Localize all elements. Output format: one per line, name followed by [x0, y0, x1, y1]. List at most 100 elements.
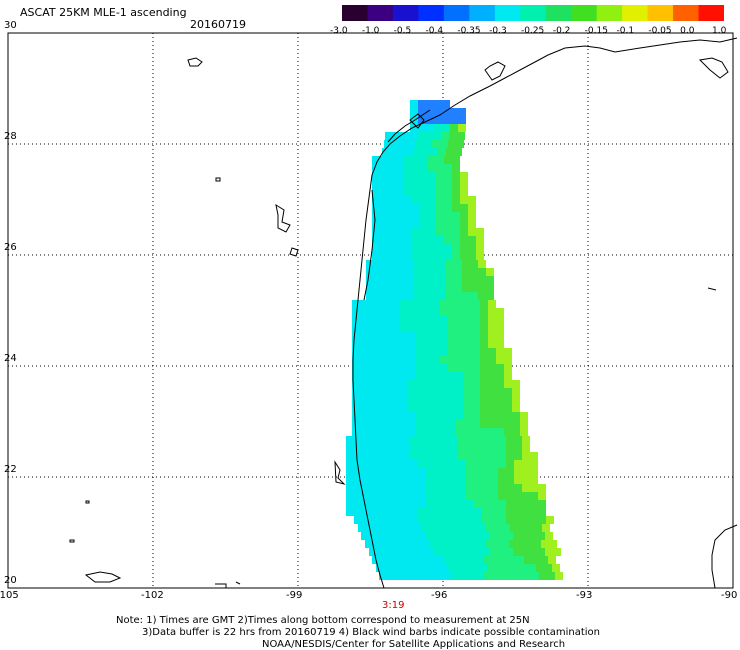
swath-cell — [434, 484, 442, 492]
swath-cell — [464, 308, 472, 316]
swath-cell — [538, 516, 546, 524]
swath-cell — [448, 412, 456, 420]
swath-cell — [472, 316, 480, 324]
swath-cell — [424, 364, 432, 372]
swath-cell — [469, 540, 477, 548]
swath-cell — [444, 244, 452, 252]
swath-cell — [360, 388, 368, 396]
swath-cell — [504, 404, 512, 412]
swath-cell — [438, 268, 446, 276]
swath-cell — [444, 236, 452, 244]
swath-cell — [483, 572, 491, 580]
swath-cell — [514, 500, 522, 508]
swath-cell — [432, 364, 440, 372]
swath-cell — [460, 180, 468, 188]
swath-cell — [408, 564, 416, 572]
swath-cell — [460, 212, 468, 220]
swath-cell — [435, 572, 443, 580]
swath-cell — [496, 372, 504, 380]
coastline-gulf — [352, 37, 738, 589]
swath-cell — [404, 228, 412, 236]
y-tick-label: 30 — [4, 20, 17, 31]
swath-cell — [446, 284, 454, 292]
swath-cell — [352, 412, 360, 420]
swath-cell — [504, 388, 512, 396]
swath-cell — [418, 108, 426, 116]
swath-cell — [488, 404, 496, 412]
swath-cell — [432, 308, 440, 316]
y-tick-label: 20 — [4, 575, 17, 586]
swath-cell — [382, 268, 390, 276]
swath-cell — [394, 476, 402, 484]
swath-cell — [414, 276, 422, 284]
swath-cell — [424, 308, 432, 316]
swath-cell — [488, 412, 496, 420]
swath-cell — [386, 508, 394, 516]
swath-cell — [504, 380, 512, 388]
swath-cell — [488, 356, 496, 364]
swath-cell — [400, 300, 408, 308]
swath-cell — [476, 236, 484, 244]
swath-cell — [398, 268, 406, 276]
swath-cell — [522, 452, 530, 460]
swath-cell — [472, 396, 480, 404]
swath-cell — [390, 148, 398, 156]
swath-cell — [457, 532, 465, 540]
swath-cell — [462, 292, 470, 300]
swath-cell — [450, 108, 458, 116]
swath-cell — [406, 276, 414, 284]
swath-cell — [472, 404, 480, 412]
swath-cell — [416, 332, 424, 340]
swath-cell — [368, 420, 376, 428]
swath-cell — [461, 540, 469, 548]
swath-cell — [442, 484, 450, 492]
swath-cell — [454, 276, 462, 284]
swath-cell — [549, 540, 557, 548]
swath-cell — [496, 316, 504, 324]
swath-cell — [468, 220, 476, 228]
swath-cell — [464, 380, 472, 388]
swath-cell — [400, 428, 408, 436]
swath-cell — [428, 156, 436, 164]
swath-cell — [404, 244, 412, 252]
swath-cell — [428, 180, 436, 188]
swath-cell — [458, 436, 466, 444]
swath-cell — [472, 412, 480, 420]
swath-cell — [392, 372, 400, 380]
swath-cell — [514, 460, 522, 468]
colorbar-swatch — [520, 5, 547, 21]
swath-cell — [440, 420, 448, 428]
x-tick-label: -102 — [141, 590, 164, 601]
swath-cell — [522, 508, 530, 516]
swath-cell — [362, 436, 370, 444]
swath-cell — [460, 172, 468, 180]
swath-cell — [464, 420, 472, 428]
swath-cell — [490, 452, 498, 460]
swath-cell — [402, 468, 410, 476]
swath-cell — [368, 412, 376, 420]
swath-cell — [404, 252, 412, 260]
swath-cell — [454, 148, 462, 156]
swath-cell — [436, 164, 444, 172]
note-line-3: NOAA/NESDIS/Center for Satellite Applica… — [262, 639, 566, 650]
swath-cell — [488, 348, 496, 356]
swath-cell — [454, 268, 462, 276]
swath-cell — [432, 316, 440, 324]
swath-cell — [386, 460, 394, 468]
swath-cell — [384, 380, 392, 388]
swath-cell — [464, 356, 472, 364]
swath-cell — [388, 244, 396, 252]
swath-cell — [530, 484, 538, 492]
swath-cell — [450, 444, 458, 452]
swath-cell — [388, 220, 396, 228]
swath-cell — [376, 412, 384, 420]
swath-cell — [426, 516, 434, 524]
swath-cell — [442, 108, 450, 116]
dot-1 — [215, 177, 221, 182]
swath-cell — [442, 492, 450, 500]
swath-cell — [422, 148, 430, 156]
swath-cell — [382, 292, 390, 300]
swath-cell — [452, 164, 460, 172]
swath-cell — [476, 244, 484, 252]
swath-cell — [396, 172, 404, 180]
